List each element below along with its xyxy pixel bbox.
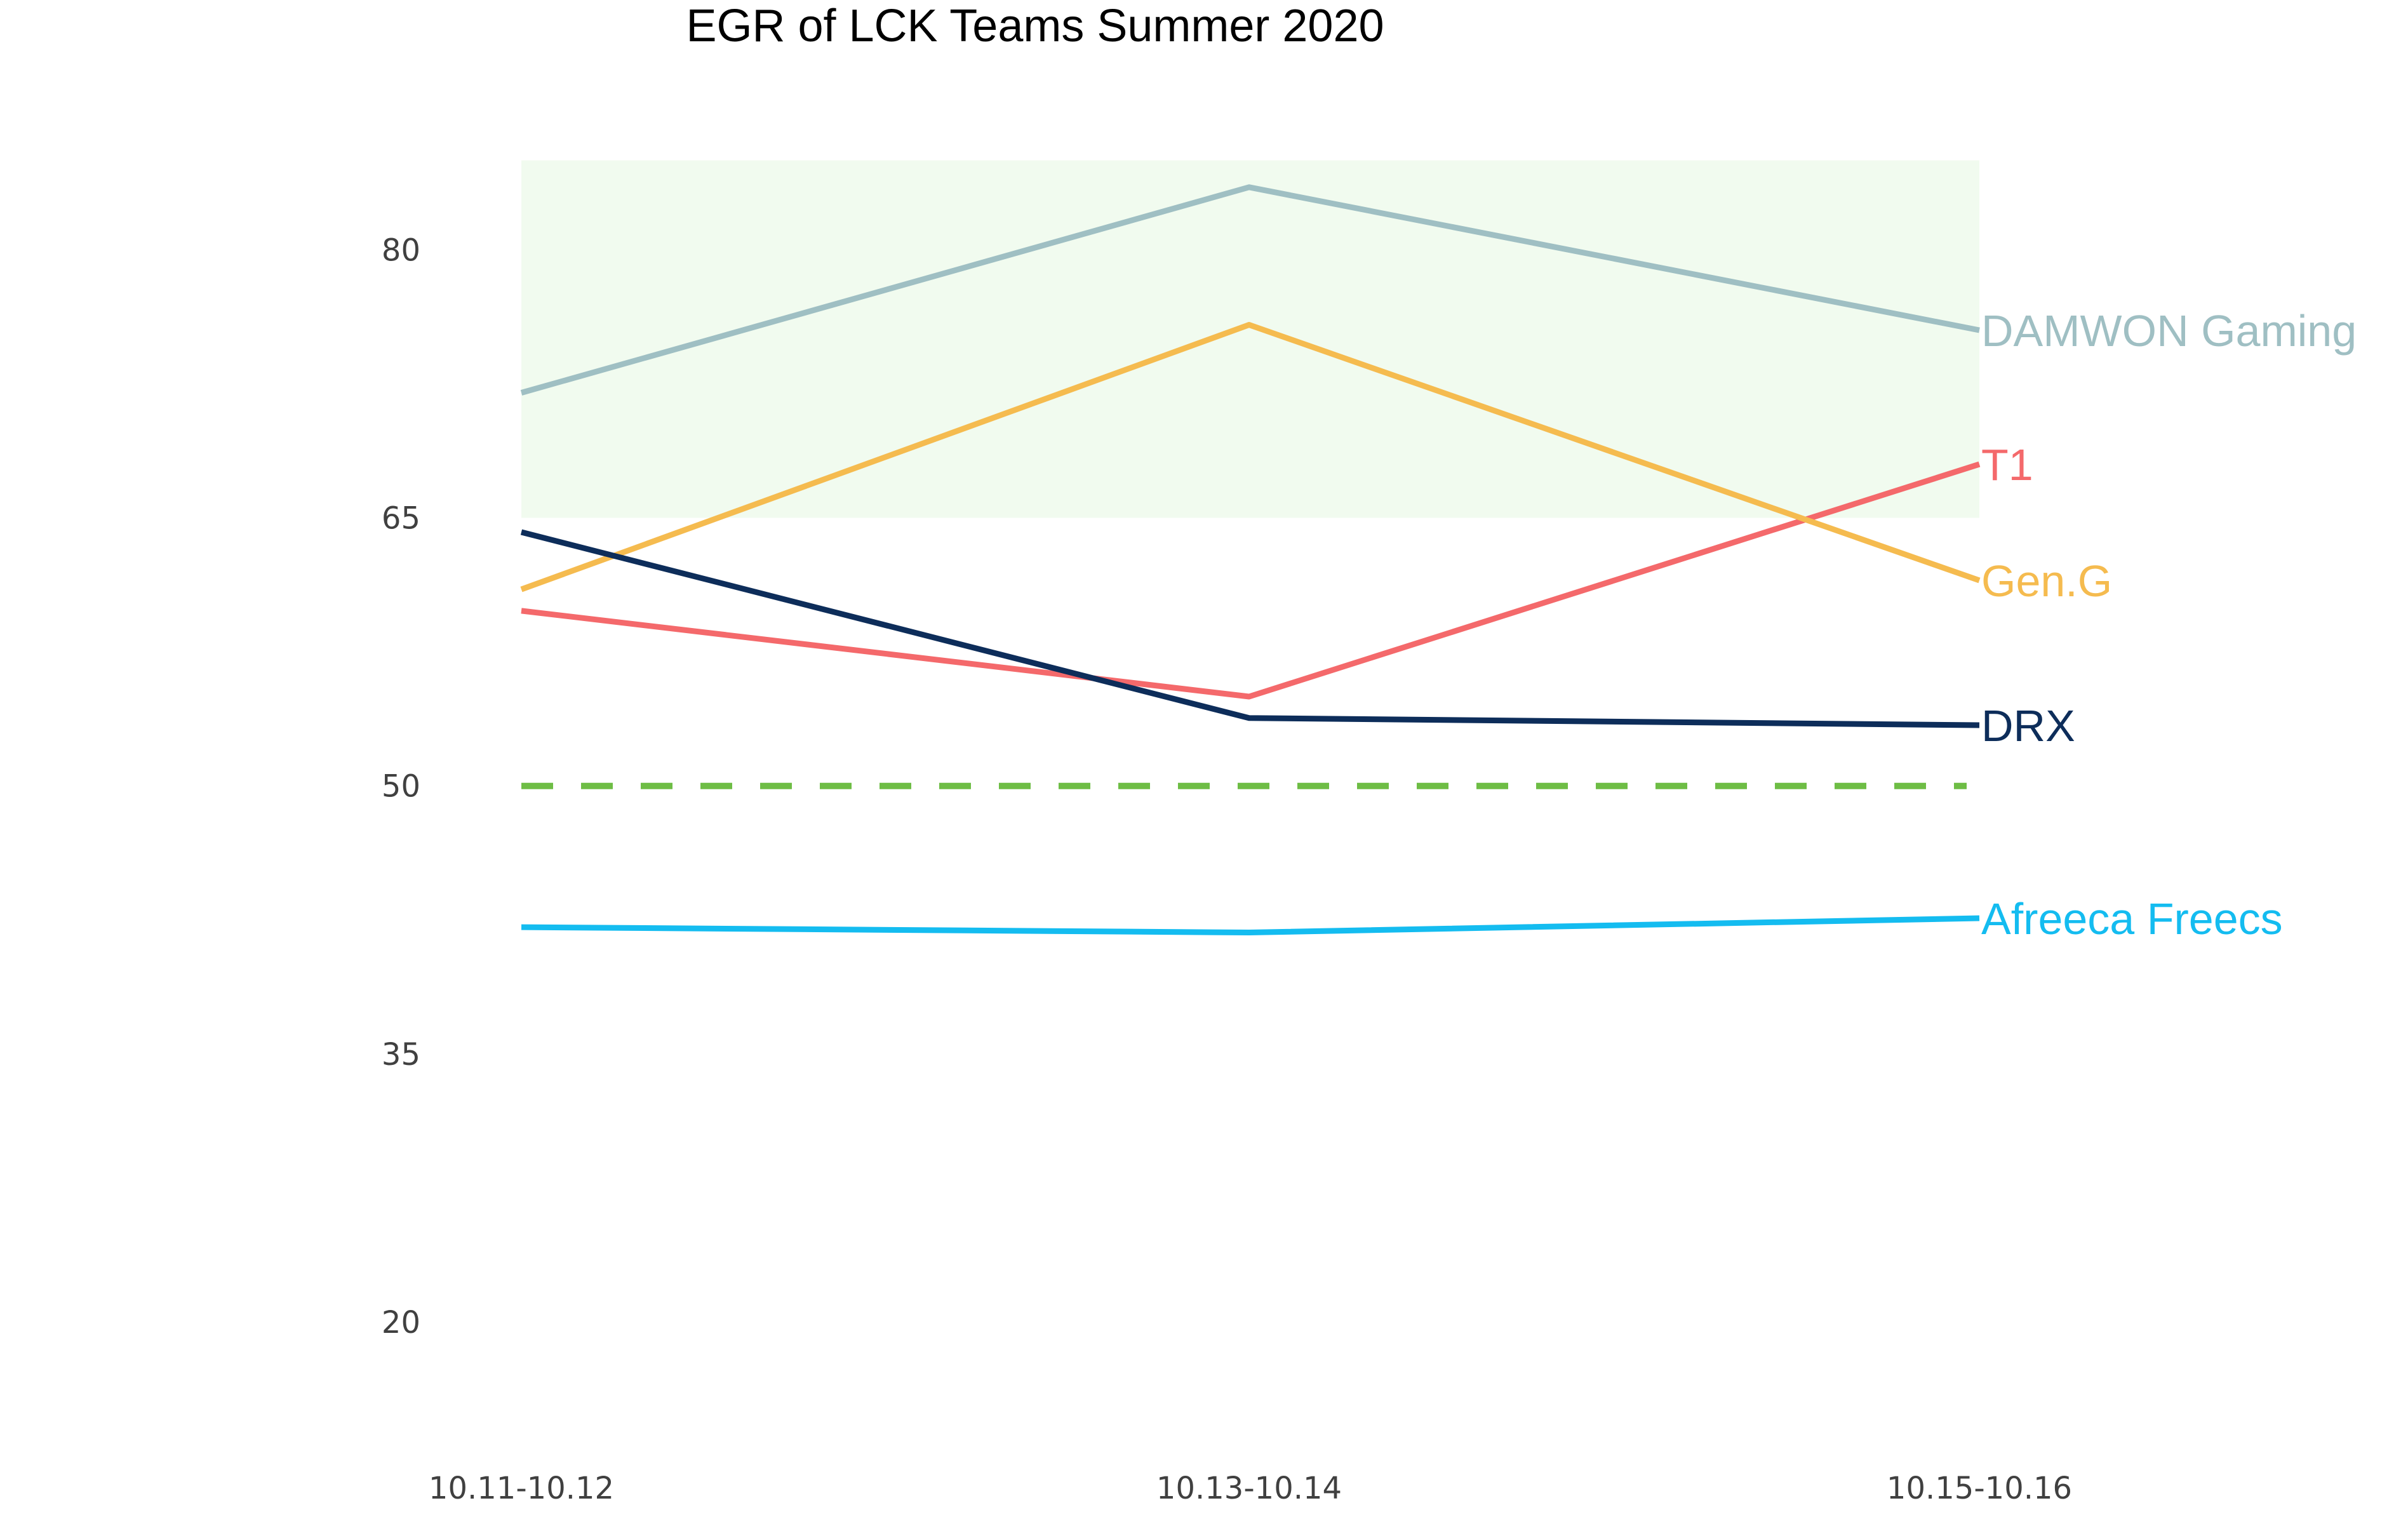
- series-line-drx: [520, 529, 1980, 728]
- series-label-drx: DRX: [1981, 701, 2075, 751]
- series-line-afreeca-freecs: [521, 915, 1980, 936]
- y-tick-label: 50: [382, 769, 420, 805]
- y-tick-label: 20: [382, 1305, 420, 1340]
- series-line-t1: [521, 461, 1981, 700]
- series-label-t1: T1: [1981, 440, 2033, 490]
- series-layer: DAMWON Gaming T1 Gen.G DRX Afreeca Freecs: [520, 184, 2357, 944]
- series-line-damwon-gaming: [520, 184, 1980, 396]
- y-axis-ticks: 20 35 50 65 80: [382, 232, 420, 1340]
- x-tick-label: 10.15-10.16: [1887, 1471, 2072, 1506]
- chart-title: EGR of LCK Teams Summer 2020: [686, 1, 1384, 51]
- x-axis-ticks: 10.11-10.12 10.13-10.14 10.15-10.16: [429, 1471, 2072, 1506]
- series-label-gen-g: Gen.G: [1981, 556, 2112, 606]
- x-tick-label: 10.11-10.12: [429, 1471, 614, 1506]
- highlight-band: [521, 160, 1979, 518]
- series-label-damwon-gaming: DAMWON Gaming: [1981, 306, 2357, 356]
- x-tick-label: 10.13-10.14: [1156, 1471, 1342, 1506]
- y-tick-label: 65: [382, 501, 420, 537]
- series-line-gen-g: [520, 322, 1981, 592]
- y-tick-label: 35: [382, 1037, 420, 1073]
- series-label-afreeca-freecs: Afreeca Freecs: [1981, 894, 2283, 944]
- y-tick-label: 80: [382, 232, 420, 268]
